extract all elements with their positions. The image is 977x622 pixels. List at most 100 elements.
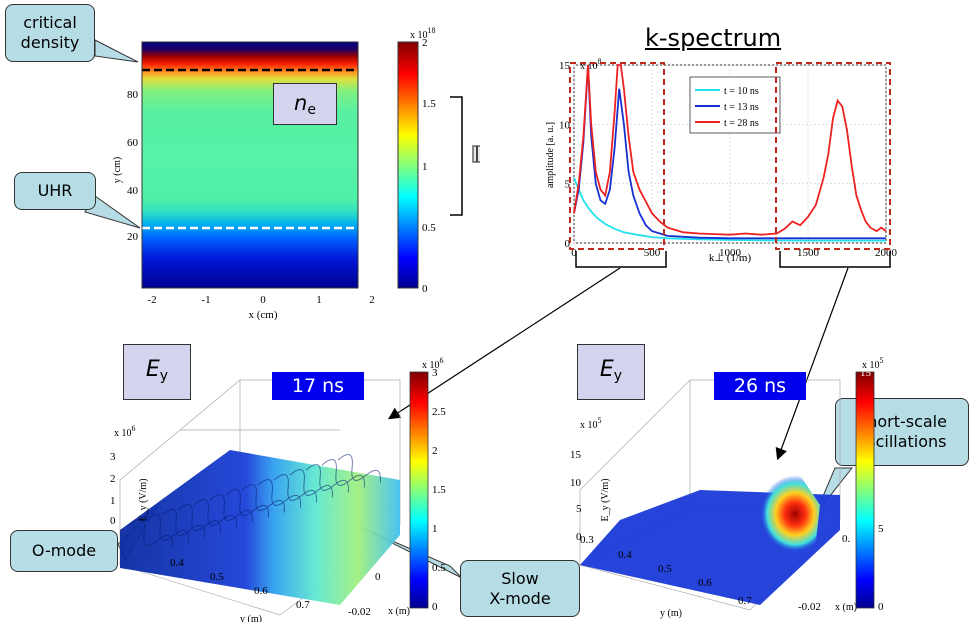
ey-left-colorbar [409, 371, 429, 609]
colorbar-tick: 2 [422, 37, 428, 49]
ey-left-scale: x 106 [114, 424, 136, 439]
spectrum-ytick: 0 [565, 238, 571, 250]
surface-ridge [225, 489, 269, 518]
ey-left-label-sub: y [159, 368, 169, 384]
colorbar-tick: 3 [432, 367, 438, 379]
ey-left-ztick: 2 [110, 473, 116, 485]
spectrum-ytick: 10 [559, 119, 571, 131]
ey-left-xlabel: x (m) [388, 606, 410, 617]
bracket [450, 96, 463, 216]
ey-right-ytick: 0.5 [658, 563, 672, 575]
spectrum-series-line [573, 64, 887, 236]
spectrum-heading: k-spectrum [645, 24, 782, 52]
density-xtick: -1 [201, 294, 210, 306]
colorbar-tick: 1.5 [432, 484, 446, 496]
legend-item: t = 28 ns [724, 118, 759, 129]
ey-left-time-badge: 17 ns [272, 372, 364, 400]
ey-right-label-sub: y [613, 368, 623, 384]
ey-left-label: E [145, 357, 160, 382]
ey-left-zlabel: E_y (V/m) [138, 478, 149, 521]
ey-right-ztick: 5 [576, 503, 582, 515]
ey-right-ytick: 0.7 [738, 595, 752, 607]
ey-left-surface [120, 450, 400, 605]
ey-left-label-box: Ey [123, 344, 191, 400]
colorbar-scale: x 106 [422, 356, 444, 371]
density-ytick: 40 [127, 185, 139, 197]
ey-right-plot: 0 5 10 15 x 105 0.3 0.4 0.5 0.6 0.7 y (m… [570, 356, 884, 619]
density-xtick: -2 [147, 294, 156, 306]
density-ytick: 60 [127, 137, 139, 149]
density-ytick: 20 [127, 231, 139, 243]
density-ylabel: y (cm) [112, 157, 123, 183]
spectrum-xtick: 1500 [797, 247, 820, 259]
ey-left-ztick: 0 [110, 515, 116, 527]
spectrum-xlabel: k⊥ (1/m) [709, 252, 752, 264]
spectrum-legend: t = 10 ns t = 13 ns t = 28 ns [689, 76, 781, 134]
ey-right-xtick: 0. [842, 533, 851, 545]
density-label-box: ne [273, 83, 337, 125]
spectrum-ytick: 5 [565, 179, 571, 191]
ey-right-peak [720, 470, 820, 580]
colorbar-tick: 2 [432, 445, 438, 457]
colorbar-tick: 2.5 [432, 406, 446, 418]
colorbar-scale: x 1018 [410, 26, 436, 41]
spectrum-ytick: 15 [559, 60, 571, 72]
surface-ridge [145, 514, 189, 543]
surface-ridge [305, 464, 349, 493]
ey-right-scale: x 105 [580, 416, 602, 431]
ey-right-ylabel: y (m) [660, 608, 682, 619]
colorbar-tick: 0 [878, 601, 884, 613]
ey-right-ztick: 15 [570, 449, 582, 461]
ey-left-plot: 0 1 2 3 x 106 0.4 0.5 0.6 0.7 y (m) 0 -0… [110, 356, 446, 622]
surface-ridge [129, 519, 173, 548]
ey-right-label: E [599, 357, 614, 382]
density-xtick: 0 [260, 294, 266, 306]
density-label: n [294, 91, 308, 115]
ey-right-time-badge: 26 ns [714, 372, 806, 400]
ey-left-ztick: 1 [110, 495, 116, 507]
ey-right-ztick: 0 [576, 531, 582, 543]
colorbar-tick: 0 [422, 283, 428, 295]
ey-right-ytick: 0.6 [698, 577, 712, 589]
ey-left-ztick: 3 [110, 451, 116, 463]
colorbar-tick: 5 [878, 523, 884, 535]
ey-left-ytick: 0.5 [210, 571, 224, 583]
surface-ridge [209, 494, 253, 523]
surface-ridge [273, 474, 317, 503]
ey-left-ylabel: y (m) [240, 614, 262, 622]
colorbar-tick: 15 [860, 367, 872, 379]
ey-left-ytick: 0.6 [254, 585, 268, 597]
ey-right-ytick: 0.4 [618, 549, 632, 561]
surface-ridge [257, 479, 301, 508]
colorbar-tick: 1 [432, 523, 438, 535]
density-xtick: 2 [369, 294, 375, 306]
high-k-bracket [779, 251, 891, 268]
colorbar-scale: x 105 [862, 356, 884, 371]
surface-ridge [241, 484, 285, 513]
slowx-callout: Slow X-mode [460, 560, 580, 617]
surface-ridge [161, 509, 205, 538]
legend-item: t = 10 ns [724, 86, 759, 97]
spectrum-ylabel: amplitude [a. u.] [545, 122, 556, 188]
density-ytick: 80 [127, 89, 139, 101]
density-colorbar [397, 41, 419, 289]
surface-ridge [321, 459, 365, 488]
spectrum-xtick: 2000 [875, 247, 898, 259]
density-xlabel: x (cm) [248, 309, 277, 321]
ey-left-ytick: 0.7 [296, 599, 310, 611]
low-k-bracket [575, 251, 667, 268]
uhr-callout: UHR [14, 172, 96, 210]
density-xtick: 1 [316, 294, 322, 306]
surface-ridge [289, 469, 333, 498]
surface-ridge [177, 504, 221, 533]
omode-callout: O-mode [10, 530, 118, 572]
ey-right-ytick: 0.3 [580, 534, 594, 546]
colorbar-tick: 1 [422, 161, 428, 173]
ey-right-zlabel: E_y (V/m) [600, 478, 611, 521]
colorbar-tick: 1.5 [422, 98, 436, 110]
ey-right-label-box: Ey [577, 344, 645, 400]
spectrum-xtick: 1000 [719, 247, 742, 259]
spectrum-xtick: 0 [571, 247, 577, 259]
surface-ridge [337, 454, 381, 483]
